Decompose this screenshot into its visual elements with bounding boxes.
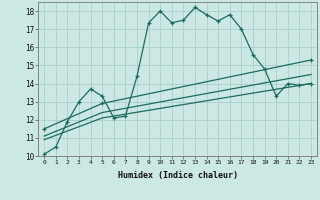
X-axis label: Humidex (Indice chaleur): Humidex (Indice chaleur): [118, 171, 238, 180]
